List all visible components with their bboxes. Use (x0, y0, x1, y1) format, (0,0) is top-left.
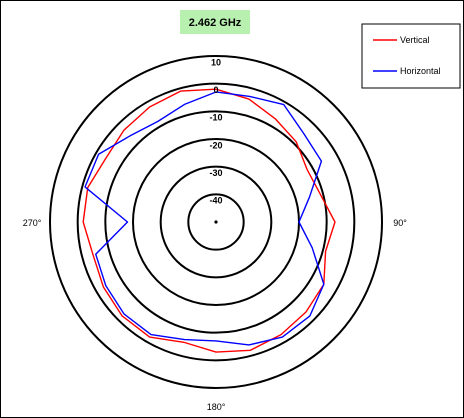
radial-tick-label: -40 (209, 196, 222, 206)
radial-tick-label: -30 (209, 168, 222, 178)
grid-ring (104, 110, 328, 334)
radial-tick-label: -10 (209, 113, 222, 123)
radial-tick-label: -20 (209, 140, 222, 150)
center-point (214, 220, 218, 224)
angle-label-270: 270° (23, 218, 42, 228)
radial-tick-label: 0 (213, 85, 218, 95)
radial-tick-label: 10 (211, 57, 221, 67)
grid-ring (187, 193, 245, 251)
legend: Vertical Horizontal (361, 23, 461, 89)
grid-ring (49, 55, 383, 389)
series-line-horizontal (84, 91, 325, 346)
legend-label-vertical: Vertical (400, 35, 430, 45)
legend-label-horizontal: Horizontal (400, 66, 441, 76)
legend-box (361, 23, 461, 89)
grid-ring (159, 165, 273, 279)
chart-title-box: 2.462 GHz (180, 10, 250, 34)
series-layer (82, 88, 336, 353)
polar-grid (49, 55, 383, 389)
angle-label-180: 180° (207, 402, 226, 412)
angle-label-90: 90° (393, 218, 407, 228)
title-background (180, 10, 250, 34)
grid-ring (76, 82, 356, 362)
chart-title: 2.462 GHz (189, 17, 242, 29)
radial-tick-labels: 10 0 -10 -20 -30 -40 (209, 57, 222, 205)
series-line-vertical (82, 88, 336, 353)
